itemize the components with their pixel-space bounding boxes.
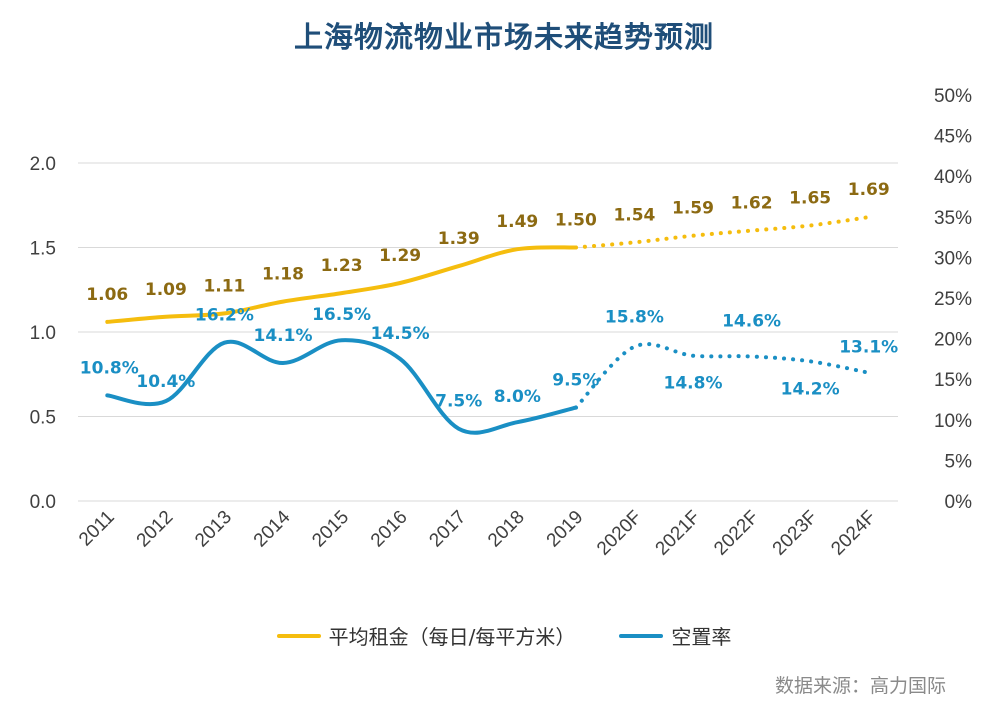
data-label-rent: 1.69	[848, 180, 890, 200]
data-label-rent: 1.11	[203, 276, 245, 296]
right-tick-label: 0%	[945, 492, 973, 513]
right-tick-label: 40%	[934, 167, 972, 188]
data-label-rent: 1.54	[613, 205, 655, 225]
legend-label-vacancy: 空置率	[671, 625, 732, 649]
x-tick-label: 2012	[133, 507, 178, 552]
left-tick-label: 0.5	[30, 408, 56, 429]
data-label-vacancy: 14.6%	[722, 311, 781, 331]
data-label-vacancy: 14.1%	[254, 326, 313, 346]
x-tick-label: 2019	[543, 507, 588, 552]
x-tick-label: 2021F	[652, 507, 705, 560]
data-label-vacancy: 15.8%	[605, 308, 664, 328]
series-lines	[105, 215, 871, 435]
x-tick-label: 2020F	[593, 507, 646, 560]
data-label-vacancy: 16.2%	[195, 306, 254, 326]
x-tick-label: 2014	[250, 506, 295, 551]
data-source-note: 数据来源：高力国际	[774, 675, 946, 697]
left-tick-label: 1.5	[30, 239, 56, 260]
legend-item-rent[interactable]: 平均租金（每日/每平方米）	[276, 621, 576, 650]
legend-label-rent: 平均租金（每日/每平方米）	[328, 625, 576, 649]
x-tick-label: 2013	[191, 507, 236, 552]
x-tick-label: 2011	[75, 507, 119, 551]
data-label-rent: 1.39	[438, 229, 480, 249]
data-labels: 1.06 1.09 1.11 1.18 1.23 1.29 1.39 1.49 1.50 1.54…	[80, 180, 898, 412]
right-tick-label: 10%	[934, 411, 972, 432]
right-axis-ticks: 0% 5% 10% 15% 20% 25% 30% 35% 40% 45% 50%	[934, 86, 972, 513]
data-label-rent: 1.62	[731, 194, 773, 214]
x-tick-label: 2022F	[710, 507, 763, 560]
data-label-rent: 1.06	[86, 285, 128, 305]
data-label-vacancy: 14.8%	[664, 374, 723, 394]
data-label-vacancy: 13.1%	[839, 338, 898, 358]
x-tick-label: 2023F	[769, 507, 822, 560]
legend-swatch-vacancy	[619, 633, 664, 638]
gridlines	[78, 162, 898, 502]
left-tick-label: 2.0	[30, 154, 56, 175]
left-tick-label: 0.0	[30, 492, 56, 513]
data-label-vacancy: 8.0%	[494, 387, 541, 407]
data-label-rent: 1.65	[789, 189, 831, 209]
data-label-vacancy: 9.5%	[552, 371, 599, 391]
data-label-vacancy: 14.2%	[781, 379, 840, 399]
right-tick-label: 25%	[934, 289, 972, 310]
series-line-rent-forecast	[573, 215, 871, 250]
right-tick-label: 35%	[934, 208, 972, 229]
data-label-vacancy: 7.5%	[435, 392, 482, 412]
data-label-vacancy: 10.8%	[80, 358, 139, 378]
chart-title: 上海物流物业市场未来趋势预测	[293, 20, 714, 54]
data-label-rent: 1.09	[145, 280, 187, 300]
left-tick-label: 1.0	[30, 323, 56, 344]
series-line-vacancy-forecast	[573, 342, 871, 410]
legend: 平均租金（每日/每平方米） 空置率	[0, 621, 1008, 650]
x-tick-label: 2024F	[827, 507, 880, 560]
right-tick-label: 30%	[934, 248, 972, 269]
x-tick-label: 2015	[308, 507, 353, 552]
series-line-rent-actual	[105, 245, 578, 324]
data-label-rent: 1.23	[321, 256, 363, 276]
right-tick-label: 45%	[934, 127, 972, 148]
right-tick-label: 20%	[934, 330, 972, 351]
data-label-vacancy: 10.4%	[136, 372, 195, 392]
right-tick-label: 15%	[934, 370, 972, 391]
data-label-vacancy: 14.5%	[371, 324, 430, 344]
data-label-rent: 1.29	[379, 246, 421, 266]
series-line-vacancy-actual	[105, 338, 578, 435]
data-label-vacancy: 16.5%	[312, 305, 371, 325]
right-tick-label: 5%	[945, 451, 973, 472]
data-label-rent: 1.59	[672, 199, 714, 219]
data-label-rent: 1.49	[496, 212, 538, 232]
legend-item-vacancy[interactable]: 空置率	[619, 621, 731, 650]
left-axis-ticks: 0.0 0.5 1.0 1.5 2.0	[30, 154, 56, 513]
x-axis-ticks: 2011 2012 2013 2014 2015 2016 2017 2018 2019 2020…	[75, 506, 880, 559]
data-label-rent: 1.18	[262, 265, 304, 285]
x-tick-label: 2017	[426, 507, 471, 552]
legend-swatch-rent	[276, 633, 321, 638]
x-tick-label: 2016	[367, 507, 412, 552]
right-tick-label: 50%	[934, 86, 972, 107]
x-tick-label: 2018	[484, 507, 529, 552]
data-label-rent: 1.50	[555, 211, 597, 231]
